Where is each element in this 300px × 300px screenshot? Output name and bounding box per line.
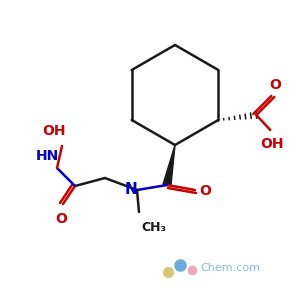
- Text: HN: HN: [35, 149, 58, 163]
- Polygon shape: [163, 145, 175, 186]
- Text: N: N: [124, 182, 137, 197]
- Text: CH₃: CH₃: [141, 221, 166, 234]
- Text: OH: OH: [261, 137, 284, 151]
- Text: O: O: [269, 78, 281, 92]
- Text: OH: OH: [42, 124, 66, 138]
- Text: Chem.com: Chem.com: [200, 263, 260, 273]
- Text: O: O: [199, 184, 211, 198]
- Text: O: O: [55, 212, 67, 226]
